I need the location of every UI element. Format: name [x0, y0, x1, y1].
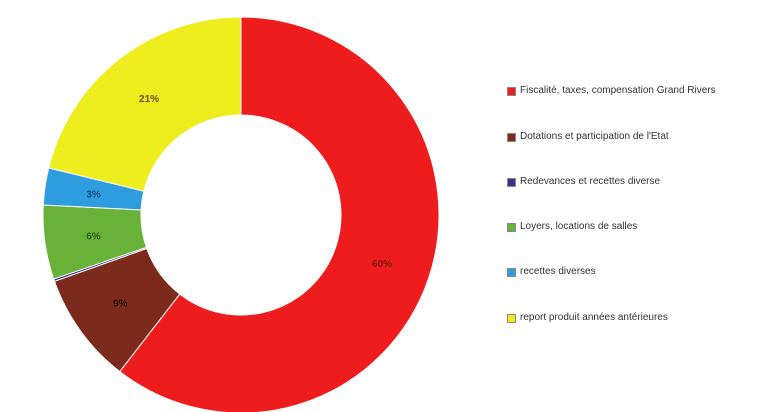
legend-label: Redevances et recettes diverse — [520, 176, 661, 187]
legend-label: report produit années antérieures — [520, 312, 668, 323]
slice-percent-label: 3% — [86, 189, 101, 200]
legend-label: Dotations et participation de l'Etat — [520, 131, 669, 142]
legend-swatch — [507, 223, 516, 232]
legend-swatch — [507, 314, 516, 323]
legend-label: Loyers, locations de salles — [520, 221, 638, 232]
donut-slice — [48, 16, 242, 192]
legend-swatch — [507, 178, 516, 187]
legend-item: Redevances et recettes diverse — [507, 175, 757, 188]
legend-label: Fiscalité, taxes, compensation Grand Riv… — [520, 85, 716, 96]
legend-item: recettes diverses — [507, 265, 757, 278]
slice-percent-label: 9% — [113, 298, 128, 309]
slice-percent-label: 21% — [139, 94, 159, 105]
legend-label: recettes diverses — [520, 266, 596, 277]
donut-slice — [119, 16, 440, 412]
legend-item: Loyers, locations de salles — [507, 220, 757, 233]
legend-swatch — [507, 268, 516, 277]
legend-item: Fiscalité, taxes, compensation Grand Riv… — [507, 84, 757, 97]
slice-percent-label: 6% — [86, 232, 101, 243]
legend-item: report produit années antérieures — [507, 311, 757, 324]
legend-swatch — [507, 133, 516, 142]
slice-percent-label: 60% — [372, 259, 392, 270]
legend-item: Dotations et participation de l'Etat — [507, 130, 757, 143]
legend-swatch — [507, 87, 516, 96]
